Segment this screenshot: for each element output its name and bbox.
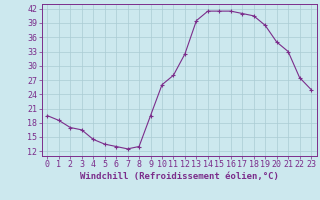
X-axis label: Windchill (Refroidissement éolien,°C): Windchill (Refroidissement éolien,°C) <box>80 172 279 181</box>
